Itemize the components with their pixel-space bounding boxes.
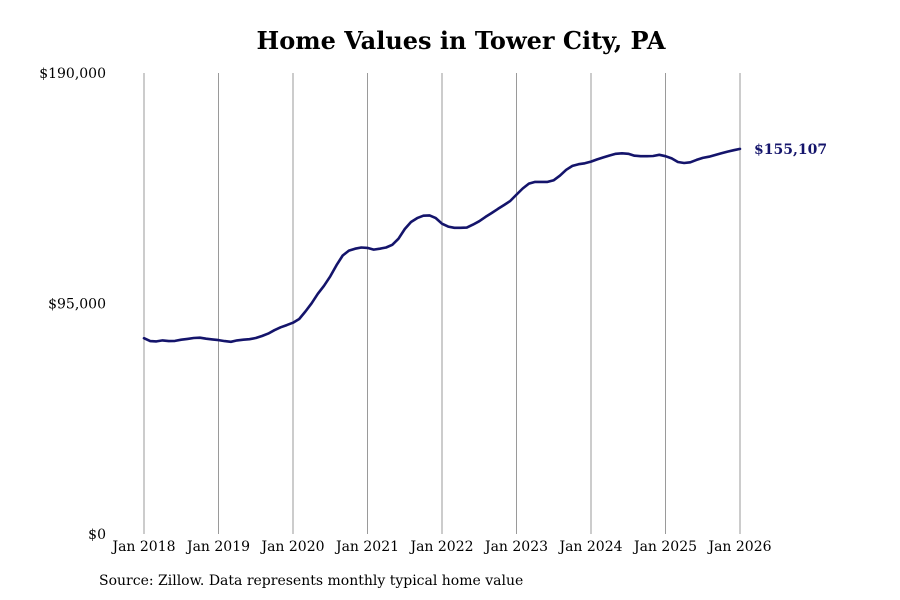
gridlines [143,73,741,534]
x-axis-ticks: Jan 2018 Jan 2019 Jan 2020 Jan 2021 Jan 2022… [110,539,771,555]
y-axis-ticks: $0 $95,000 $190,000 [39,66,106,543]
chart-title: Home Values in Tower City, PA [256,26,666,55]
x-tick-label: Jan 2022 [408,539,473,555]
x-tick-label: Jan 2024 [557,539,622,555]
home-value-line [142,147,742,344]
x-tick-label: Jan 2023 [483,539,548,555]
x-tick-label: Jan 2019 [185,539,250,555]
x-tick-label: Jan 2020 [259,539,324,555]
x-tick-label: Jan 2018 [110,539,175,555]
x-tick-label: Jan 2021 [334,539,399,555]
source-note: Source: Zillow. Data represents monthly … [99,573,524,589]
y-tick-label: $95,000 [48,297,106,313]
y-tick-label: $0 [88,527,106,543]
y-tick-label: $190,000 [39,66,106,82]
x-tick-label: Jan 2026 [706,539,771,555]
x-tick-label: Jan 2025 [632,539,697,555]
end-value-label: $155,107 [754,142,827,158]
